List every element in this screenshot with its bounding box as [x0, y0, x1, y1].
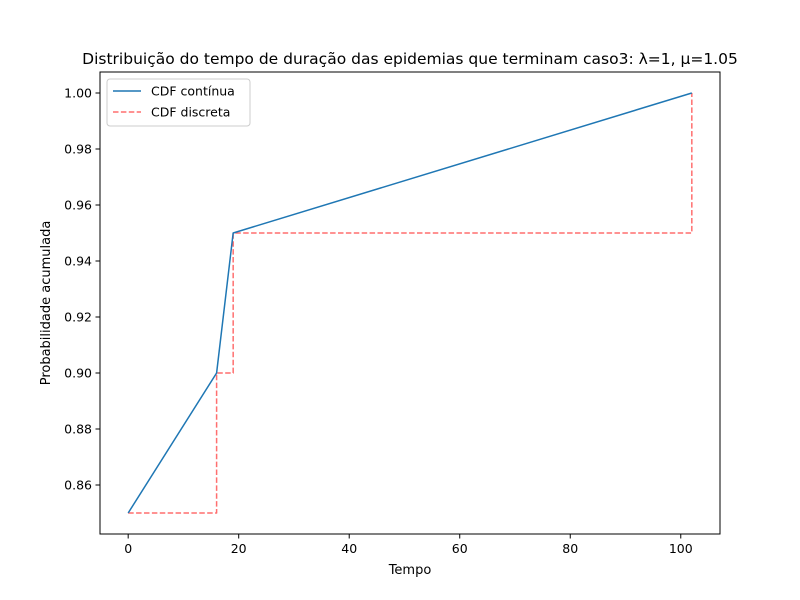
x-tick-label: 20: [231, 541, 247, 556]
y-tick-label: 0.92: [64, 310, 92, 325]
x-tick-label: 100: [669, 541, 693, 556]
axes-frame: [99, 71, 721, 535]
x-tick-label: 60: [452, 541, 468, 556]
y-axis-label: Probabilidade acumulada: [39, 221, 54, 386]
legend-box: [106, 78, 251, 127]
chart-title: Distribuição do tempo de duração das epi…: [82, 50, 738, 68]
y-tick-label: 1.00: [64, 86, 92, 101]
legend: CDF contínua CDF discreta: [106, 78, 251, 127]
legend-label-cdf-discreta: CDF discreta: [151, 105, 230, 120]
x-tick-label: 80: [562, 541, 578, 556]
y-tick-label: 0.98: [64, 142, 92, 157]
y-tick-label: 0.96: [64, 198, 92, 213]
x-tick-label: 0: [124, 541, 132, 556]
series-line-cdf-continua: [127, 92, 693, 514]
x-axis-label: Tempo: [388, 563, 432, 578]
y-axis: 0.86 0.88 0.90 0.92 0.94 0.96 0.98 1.00: [64, 86, 100, 493]
y-tick-label: 0.86: [64, 478, 92, 493]
series-line-cdf-discreta: [128, 93, 693, 514]
plot-area: [127, 92, 693, 514]
y-tick-label: 0.90: [64, 366, 92, 381]
x-axis: 0 20 40 60 80 100: [124, 534, 693, 556]
x-tick-label: 40: [341, 541, 357, 556]
y-tick-label: 0.88: [64, 422, 92, 437]
legend-label-cdf-continua: CDF contínua: [151, 84, 235, 99]
y-tick-label: 0.94: [64, 254, 92, 269]
